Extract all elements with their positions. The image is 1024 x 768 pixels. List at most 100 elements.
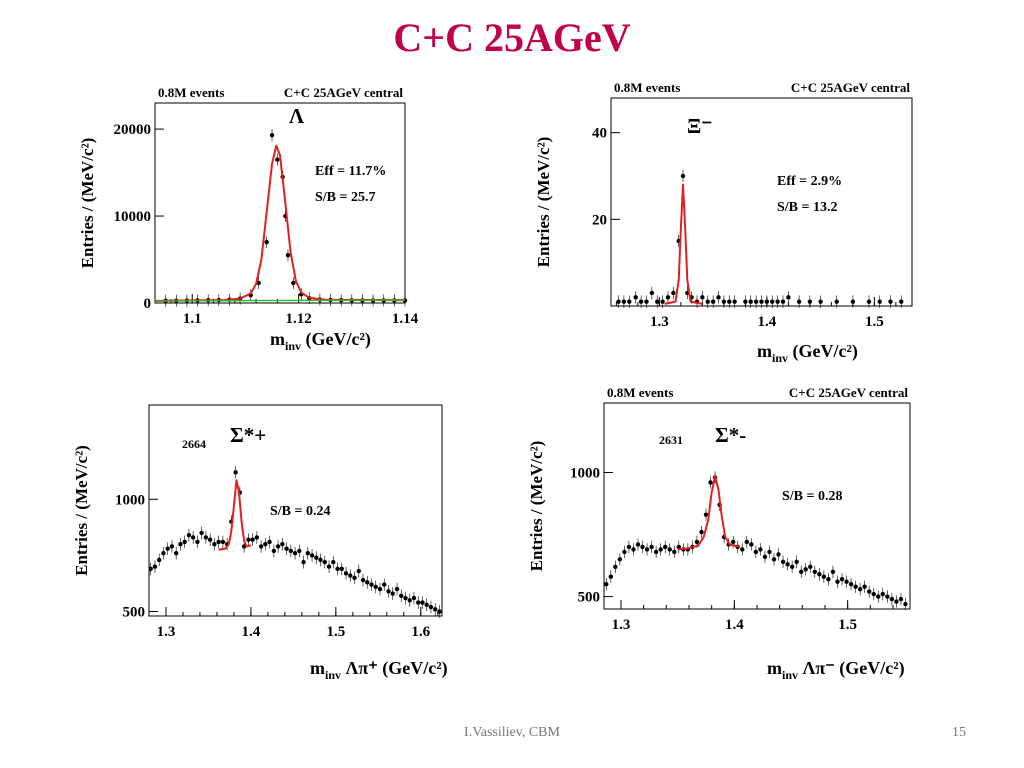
data-point	[305, 550, 311, 556]
data-point	[653, 549, 659, 555]
data-point	[617, 557, 623, 562]
data-point	[604, 581, 609, 587]
data-point	[649, 544, 654, 550]
fit-curve	[218, 479, 252, 551]
data-point	[834, 299, 839, 304]
data-point	[703, 512, 709, 517]
data-point	[655, 299, 660, 304]
count-label: 2631	[659, 433, 683, 447]
data-point	[275, 157, 280, 162]
data-point	[399, 593, 404, 598]
data-point	[716, 295, 721, 300]
data-point	[390, 591, 395, 596]
data-point	[821, 574, 827, 579]
data-point	[616, 299, 621, 304]
data-point	[732, 299, 737, 304]
data-point	[356, 568, 361, 574]
background-curve	[154, 299, 406, 302]
data-point	[853, 584, 858, 589]
x-label-units: Λπ⁺ (GeV/c²)	[341, 658, 448, 679]
data-point	[428, 604, 434, 610]
data-point	[608, 574, 613, 579]
data-point	[280, 541, 285, 547]
chart-sigma-plus: 1.3 1.4 1.5 1.6 500 1000 Entries / (MeV/c²) min…	[70, 390, 450, 685]
data-point	[780, 559, 786, 565]
data-point	[309, 553, 315, 558]
data-point	[644, 299, 649, 304]
data-point	[190, 535, 196, 540]
data-point	[839, 577, 845, 582]
chart-xi: 1.3 1.4 1.5 20 40 Entries / (MeV/c²) minv (GeV…	[527, 75, 927, 365]
data-point	[411, 595, 417, 601]
data-point	[335, 566, 340, 572]
data-point	[744, 539, 749, 545]
x-label-units: (GeV/c²)	[788, 341, 858, 362]
stat-label: S/B = 0.24	[270, 504, 331, 519]
data-point	[708, 480, 713, 485]
data-point	[743, 299, 748, 304]
fit-curve	[677, 475, 741, 551]
data-point	[699, 529, 704, 535]
stat-label: S/B = 0.28	[782, 489, 843, 504]
data-point	[386, 589, 391, 594]
chart-svg-xi: 1.3 1.4 1.5 20 40 Entries / (MeV/c²) minv (GeV…	[534, 80, 913, 365]
data-point	[152, 564, 158, 569]
data-point	[857, 586, 863, 592]
data-point	[326, 564, 332, 569]
data-point	[382, 582, 387, 587]
data-point	[292, 550, 298, 556]
data-point	[710, 299, 716, 304]
data-point	[826, 577, 831, 582]
data-point	[165, 546, 170, 551]
data-point	[835, 579, 840, 584]
data-point	[216, 539, 221, 545]
y-axis-label: Entries / (MeV/c²)	[527, 441, 546, 572]
data-point	[288, 548, 294, 554]
data-point	[862, 584, 867, 589]
data-point	[373, 584, 378, 590]
data-point	[420, 600, 425, 605]
data-point	[885, 594, 890, 599]
data-point	[667, 547, 672, 552]
particle-label: Σ*-	[715, 423, 746, 447]
data-point	[627, 299, 632, 304]
data-point	[269, 132, 275, 138]
data-point	[631, 547, 636, 552]
data-point	[271, 548, 277, 554]
header-collision: C+C 25AGeV central	[284, 85, 403, 100]
data-point	[343, 571, 349, 576]
data-point	[161, 550, 166, 556]
plot-frame	[610, 97, 913, 307]
data-point	[796, 299, 802, 304]
data-point	[613, 564, 618, 570]
chart-svg-lambda: 1.1 1.12 1.14 0 10000 20000 Entries / (MeV/c²)…	[78, 85, 419, 353]
chart-svg-sigma-plus: 1.3 1.4 1.5 1.6 500 1000 Entries / (MeV/c²) min…	[72, 404, 448, 682]
data-point	[199, 530, 204, 536]
data-point	[416, 600, 421, 605]
stat-label: S/B = 25.7	[315, 190, 376, 205]
particle-label: Σ*+	[230, 423, 266, 447]
x-tick-label: 1.5	[838, 617, 857, 633]
header-events: 0.8M events	[607, 385, 673, 400]
y-tick-label: 20	[592, 212, 607, 228]
data-point	[331, 559, 336, 565]
data-point	[284, 546, 289, 551]
data-point	[203, 535, 209, 540]
plot-frame	[603, 402, 911, 610]
data-point	[246, 537, 251, 542]
data-point	[694, 539, 700, 545]
fit-curve	[664, 183, 703, 305]
data-point	[220, 539, 226, 545]
x-tick-label: 1.3	[157, 624, 176, 640]
y-axis-label: Entries / (MeV/c²)	[72, 445, 91, 576]
data-point	[794, 559, 799, 565]
data-point	[700, 295, 705, 300]
data-point	[785, 562, 790, 567]
data-point	[807, 299, 813, 304]
data-point	[424, 602, 429, 607]
data-point	[786, 295, 791, 300]
data-point	[233, 470, 238, 475]
x-tick-label: 1.4	[758, 314, 777, 330]
data-point	[817, 572, 822, 577]
data-point	[658, 547, 663, 552]
